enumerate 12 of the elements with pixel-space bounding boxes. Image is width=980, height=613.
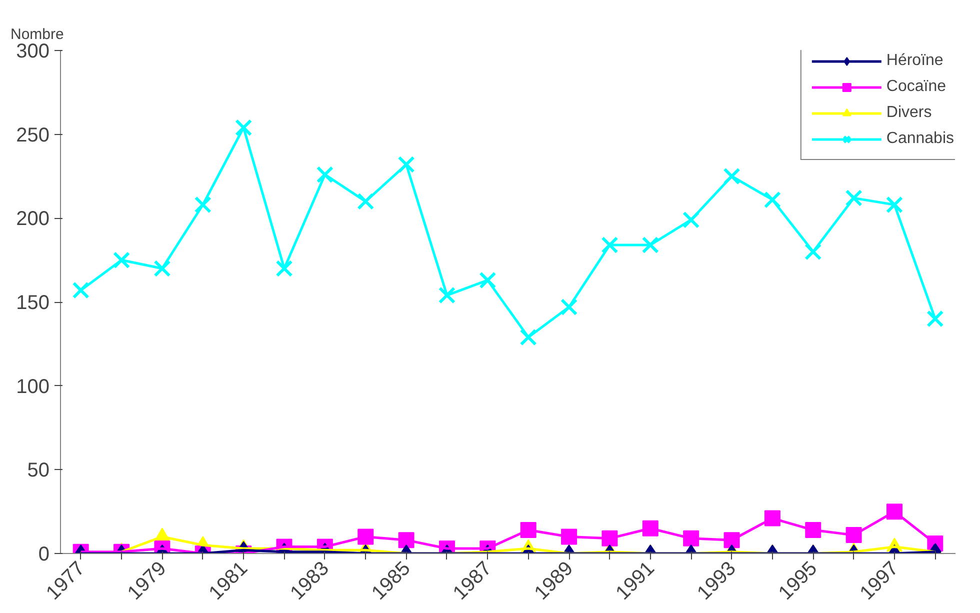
- y-tick-label: 50: [27, 460, 50, 482]
- y-tick-label: 200: [16, 208, 50, 230]
- y-tick-label: 250: [16, 124, 50, 146]
- legend-label: Cocaïne: [886, 78, 946, 96]
- legend-label: Divers: [886, 104, 932, 122]
- y-axis-title: Nombre: [10, 26, 64, 43]
- y-tick-label: 150: [16, 292, 50, 314]
- legend-label: Cannabis: [886, 130, 954, 148]
- y-tick-label: 0: [38, 544, 50, 566]
- y-tick-label: 100: [16, 376, 50, 398]
- legend-label: Héroïne: [886, 52, 944, 70]
- y-tick-label: 300: [16, 40, 50, 62]
